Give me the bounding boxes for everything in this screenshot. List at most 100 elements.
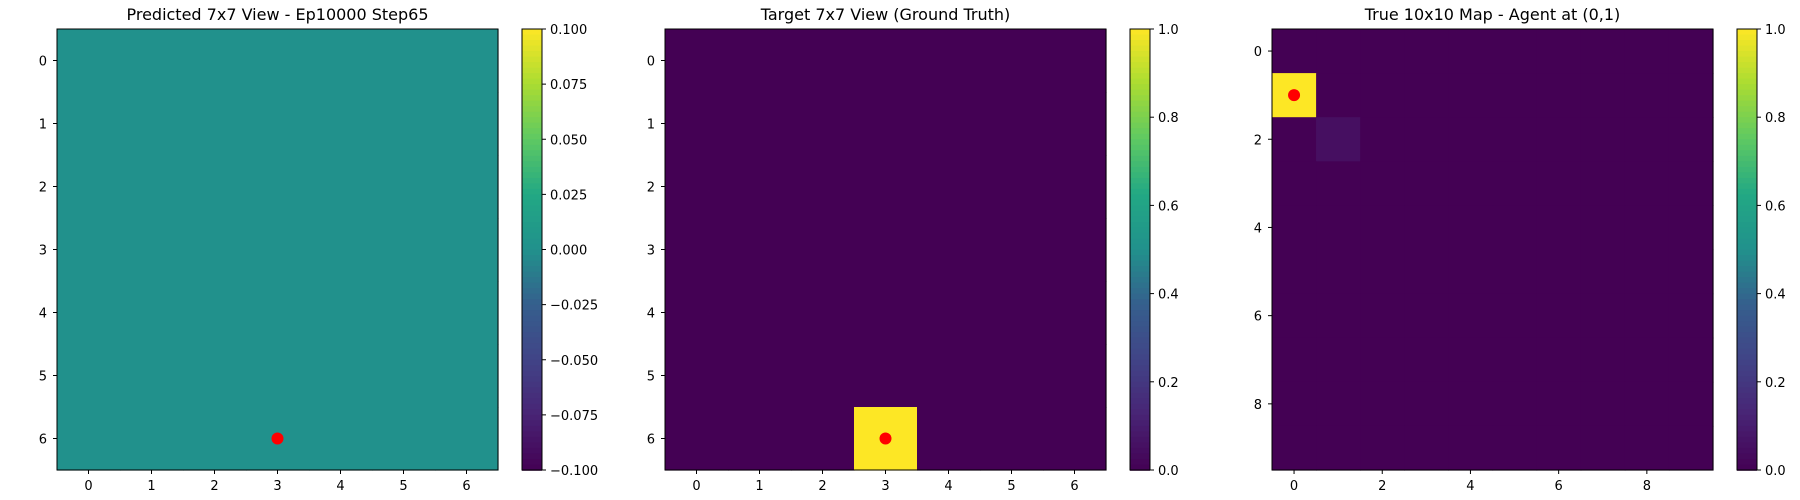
heatmap-cell xyxy=(1360,425,1405,471)
heatmap-cell xyxy=(246,29,310,93)
heatmap-cell xyxy=(120,344,184,408)
y-tick-label: 8 xyxy=(1254,398,1262,413)
x-tick-label: 0 xyxy=(1290,479,1298,494)
heatmap-cell xyxy=(1043,218,1107,282)
colorbar-segment xyxy=(522,95,542,102)
agent-marker xyxy=(271,432,284,445)
colorbar-segment xyxy=(1737,299,1757,306)
colorbar-segment xyxy=(1737,304,1757,311)
heatmap-cell xyxy=(57,92,121,156)
heatmap-cell xyxy=(309,344,373,408)
heatmap-cell xyxy=(1492,161,1538,206)
heatmap-cell xyxy=(791,281,855,345)
colorbar-segment xyxy=(1130,155,1150,163)
heatmap-cell xyxy=(435,155,499,219)
heatmap-cell xyxy=(665,281,729,345)
colorbar-tick-label: 0.6 xyxy=(1765,199,1786,214)
heatmap-cell xyxy=(1360,29,1405,74)
colorbar-tick-label: 0.4 xyxy=(1765,288,1786,303)
y-tick-label: 0 xyxy=(39,55,47,70)
x-tick-label: 1 xyxy=(147,479,155,494)
heatmap-cell xyxy=(1404,381,1449,427)
colorbar-segment xyxy=(1130,436,1150,444)
heatmap-cell xyxy=(1316,29,1361,74)
heatmap-cell xyxy=(1316,381,1361,427)
heatmap-cell xyxy=(1043,281,1107,345)
heatmap-cell xyxy=(1360,73,1405,118)
colorbar-segment xyxy=(522,392,542,400)
x-tick-label: 2 xyxy=(818,479,826,494)
colorbar-segment xyxy=(522,117,542,124)
colorbar-segment xyxy=(1130,414,1150,422)
heatmap-cell xyxy=(246,155,310,219)
heatmap-cell xyxy=(1624,117,1670,162)
heatmap-cell xyxy=(1580,205,1626,251)
chart-title: Predicted 7x7 View - Ep10000 Step65 xyxy=(126,5,428,24)
heatmap-cell xyxy=(1043,29,1107,93)
colorbar-segment xyxy=(1130,370,1150,378)
colorbar-segment xyxy=(522,227,542,234)
colorbar-segment xyxy=(1130,310,1150,317)
heatmap-cell xyxy=(1272,117,1317,162)
y-tick-label: 4 xyxy=(39,307,47,322)
heatmap-cell xyxy=(120,29,184,93)
colorbar-segment xyxy=(1737,122,1757,130)
colorbar-segment xyxy=(1737,464,1757,471)
heatmap-cell xyxy=(372,281,436,345)
heatmap-cell xyxy=(1448,73,1494,118)
colorbar-segment xyxy=(1737,62,1757,69)
colorbar-segment xyxy=(522,271,542,278)
colorbar-segment xyxy=(1737,34,1757,41)
colorbar-segment xyxy=(1130,409,1150,416)
colorbar-segment xyxy=(1737,133,1757,141)
heatmap-cell xyxy=(1668,161,1714,206)
chart-panel-1: Predicted 7x7 View - Ep10000 Step65 0 1 2 3 4… xyxy=(39,5,598,494)
colorbar-segment xyxy=(522,56,542,63)
heatmap-cell xyxy=(1536,425,1582,471)
colorbar-segment xyxy=(1737,282,1757,289)
heatmap-cell xyxy=(1272,425,1317,471)
colorbar-segment xyxy=(1737,403,1757,411)
colorbar-tick-label: 0.050 xyxy=(550,133,587,148)
colorbar-segment xyxy=(1130,243,1150,251)
chart-panel-2: Target 7x7 View (Ground Truth) 0 1 2 3 4 5 6 0 1 2… xyxy=(647,5,1179,494)
colorbar-segment xyxy=(1130,447,1150,455)
heatmap-cell xyxy=(980,29,1044,93)
heatmap-cell xyxy=(1624,381,1670,427)
colorbar-segment xyxy=(1130,392,1150,400)
heatmap-cell xyxy=(980,92,1044,156)
colorbar-segment xyxy=(522,188,542,196)
heatmap-cell xyxy=(1404,337,1449,383)
colorbar-segment xyxy=(1130,111,1150,118)
colorbar-segment xyxy=(1130,29,1150,36)
heatmap-cell xyxy=(120,155,184,219)
heatmap-cell xyxy=(246,344,310,408)
colorbar-tick-label: −0.025 xyxy=(550,299,598,314)
colorbar-segment xyxy=(1737,370,1757,378)
colorbar-segment xyxy=(1130,34,1150,41)
colorbar-segment xyxy=(522,310,542,317)
colorbar-segment xyxy=(522,177,542,185)
colorbar-segment xyxy=(522,249,542,256)
heatmap-cell xyxy=(1668,293,1714,339)
colorbar-segment xyxy=(522,161,542,168)
heatmap-cell xyxy=(1448,117,1494,162)
heatmap-cell xyxy=(120,92,184,156)
colorbar-segment xyxy=(522,84,542,91)
heatmap-cell xyxy=(372,344,436,408)
colorbar-segment xyxy=(1737,359,1757,367)
heatmap-cell xyxy=(120,407,184,471)
heatmap-cell xyxy=(1360,249,1405,295)
heatmap-cell xyxy=(1448,337,1494,383)
heatmap-cell xyxy=(1580,117,1626,162)
colorbar-segment xyxy=(522,266,542,273)
heatmap-cell xyxy=(435,29,499,93)
heatmap-cell xyxy=(728,29,792,93)
heatmap-cell xyxy=(183,407,247,471)
colorbar-segment xyxy=(1737,425,1757,433)
colorbar-segment xyxy=(1737,144,1757,152)
heatmap-cell xyxy=(1316,161,1361,206)
x-tick-label: 6 xyxy=(1555,479,1563,494)
colorbar-segment xyxy=(1130,255,1150,262)
heatmap-cell xyxy=(435,92,499,156)
